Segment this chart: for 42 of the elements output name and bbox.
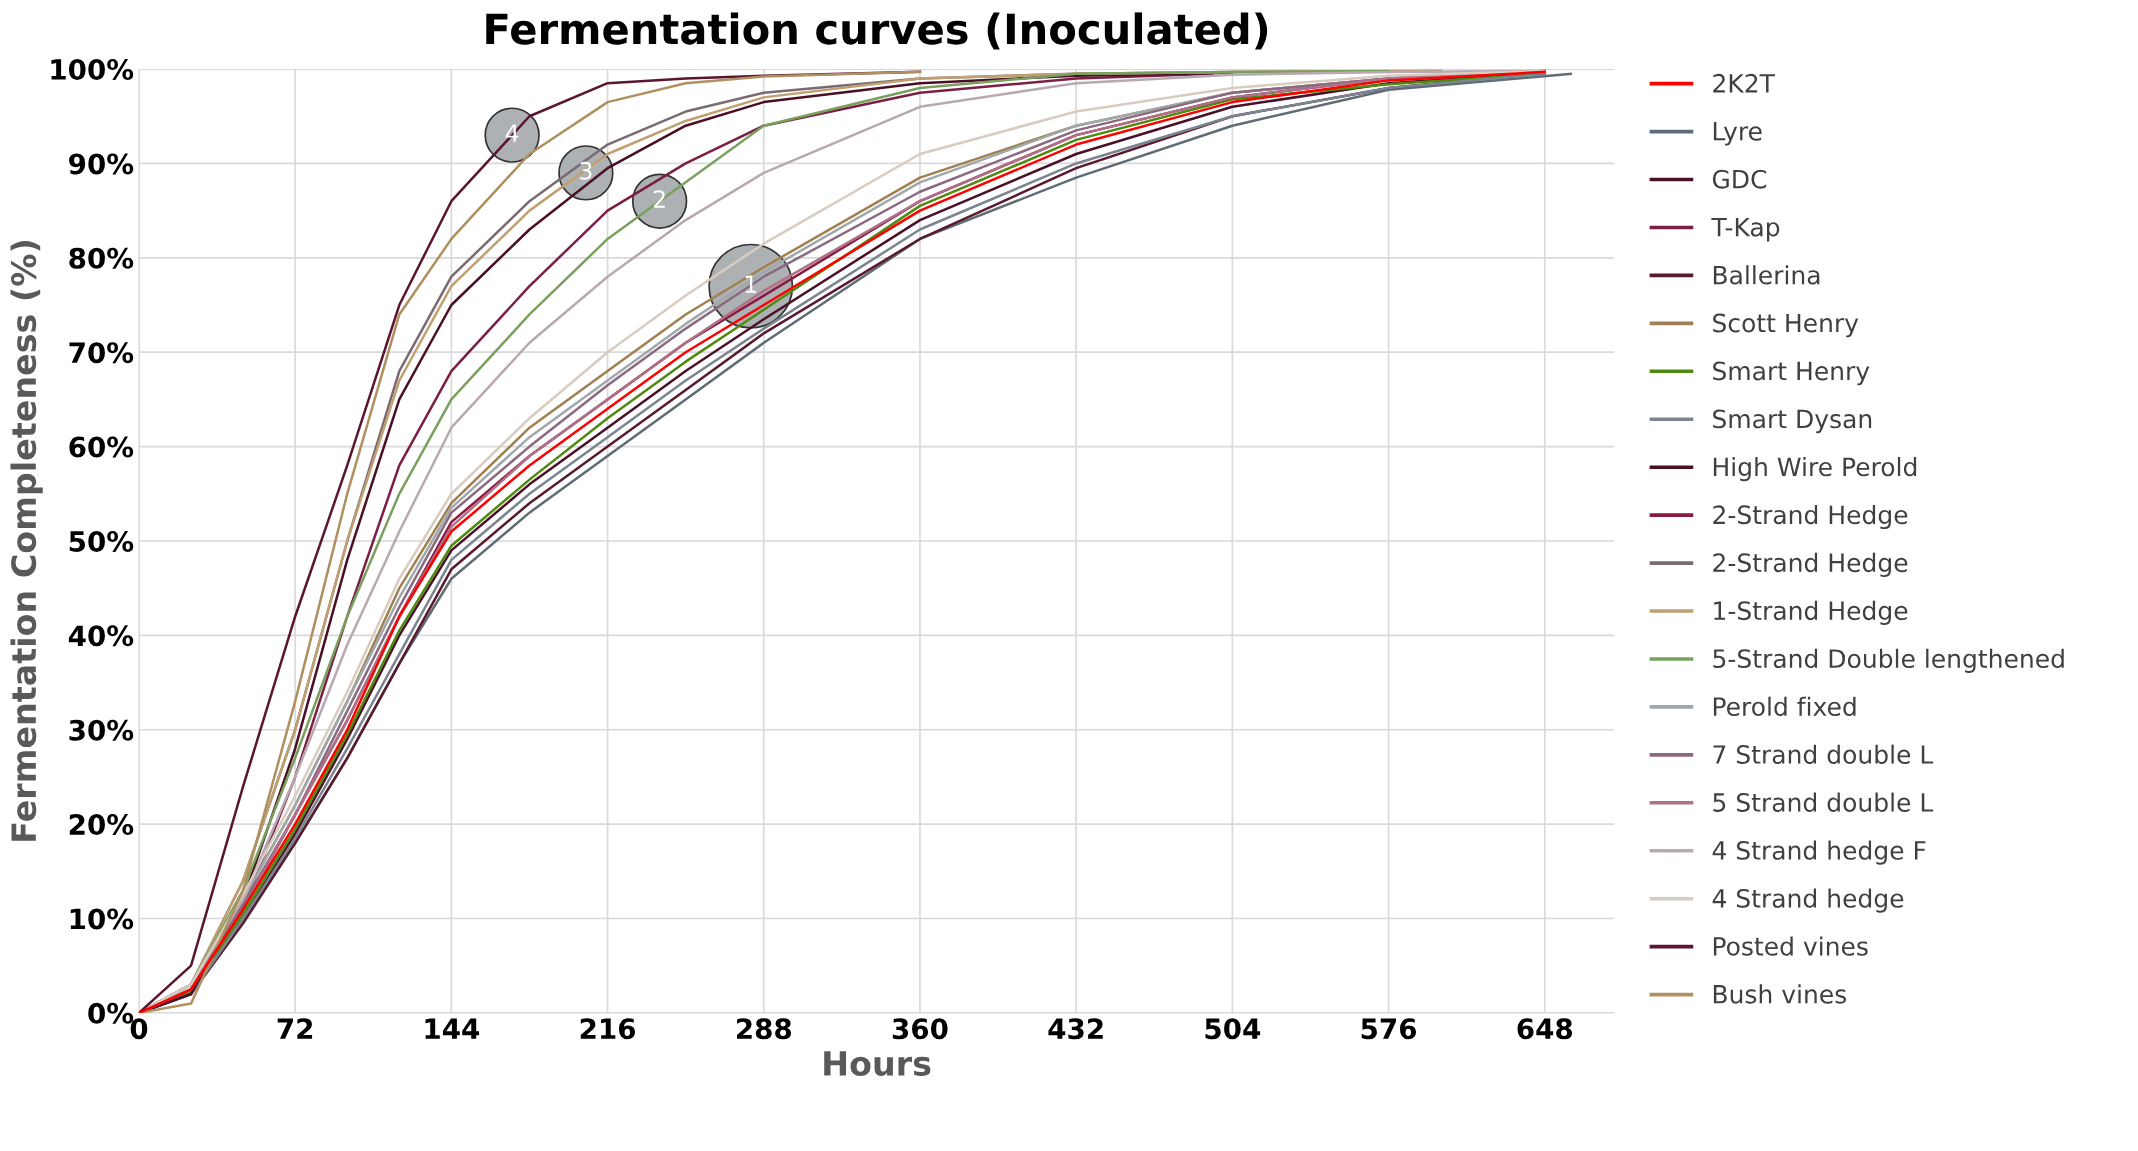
- y-tick-label: 90%: [69, 153, 134, 175]
- legend-label: 5 Strand double L: [1713, 792, 1934, 812]
- legend-label: Perold fixed: [1713, 696, 1856, 717]
- legend-label: 4 Strand hedge: [1712, 888, 1904, 913]
- x-tick-label: 504: [1205, 1018, 1261, 1040]
- legend-label: 2K2T: [1713, 73, 1775, 93]
- chart-title: Fermentation curves (Inoculated): [486, 12, 1268, 50]
- legend-label: 5-Strand Double lengthened: [1713, 648, 2064, 673]
- x-tick-label: 72: [277, 1018, 313, 1039]
- legend-label: Ballerina: [1713, 265, 1820, 285]
- x-tick-label: 432: [1048, 1018, 1103, 1040]
- y-tick-label: 100%: [51, 59, 134, 81]
- legend-label: Posted vines: [1713, 936, 1868, 956]
- y-tick-label: 10%: [70, 908, 134, 930]
- y-tick-label: 80%: [69, 247, 134, 269]
- legend-label: 7 Strand double L: [1713, 744, 1934, 764]
- y-tick-label: 70%: [69, 342, 134, 364]
- legend-label: 2-Strand Hedge: [1713, 552, 1908, 578]
- legend-label: Lyre: [1713, 122, 1762, 146]
- legend-label: T-Kap: [1711, 218, 1780, 242]
- y-tick-label: 60%: [69, 436, 134, 458]
- x-tick-label: 576: [1361, 1018, 1417, 1040]
- legend-label: Bush vines: [1713, 984, 1847, 1004]
- legend-label: Smart Dysan: [1713, 409, 1872, 434]
- y-tick-label: 50%: [69, 530, 134, 552]
- x-tick-label: 288: [736, 1018, 792, 1040]
- y-axis-title: Fermentation Completeness (%): [10, 241, 43, 841]
- x-tick-label: 360: [892, 1018, 948, 1040]
- legend-label: 1-Strand Hedge: [1714, 600, 1908, 625]
- legend-label: Scott Henry: [1713, 313, 1859, 338]
- legend-label: High Wire Perold: [1713, 456, 1917, 482]
- y-tick-label: 30%: [69, 719, 134, 741]
- y-tick-label: 20%: [69, 814, 134, 836]
- x-axis-title: Hours: [824, 1051, 931, 1076]
- legend-label: GDC: [1712, 169, 1767, 189]
- legend-label: 2-Strand Hedge: [1713, 504, 1908, 530]
- x-tick-label: 144: [425, 1018, 480, 1039]
- x-tick-label: 648: [1517, 1018, 1573, 1040]
- y-tick-label: 40%: [68, 625, 134, 647]
- legend-label: Smart Henry: [1713, 361, 1870, 386]
- legend-label: 4 Strand hedge F: [1712, 840, 1926, 865]
- x-tick-label: 216: [580, 1018, 636, 1040]
